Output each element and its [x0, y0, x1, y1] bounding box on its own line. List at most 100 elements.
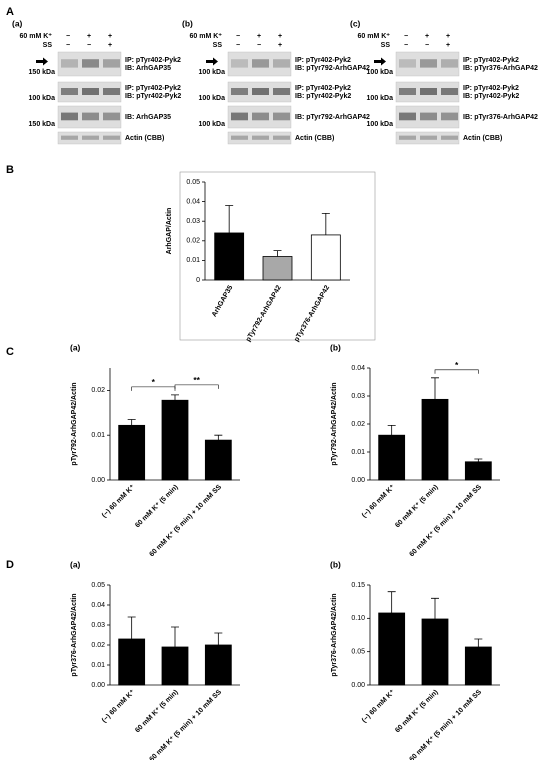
- size-marker: 100 kDa: [367, 121, 394, 128]
- lane-sign: −: [236, 42, 240, 49]
- blot-band: [82, 112, 99, 121]
- error-bar: [214, 434, 223, 441]
- error-bar: [474, 638, 483, 647]
- error-bar: [171, 626, 179, 647]
- panel-letter: D: [6, 559, 14, 571]
- error-bar: [225, 205, 234, 233]
- y-tick-label: 0.02: [91, 642, 105, 649]
- bar: [464, 646, 492, 686]
- blot-band: [441, 112, 458, 121]
- condition-name: 60 mM K⁺: [190, 33, 223, 40]
- blot-band: [82, 59, 99, 68]
- panel-letter: C: [6, 346, 14, 358]
- blot-band: [231, 59, 248, 68]
- blot: [57, 105, 122, 129]
- blot-label: (b): [182, 18, 193, 28]
- chart-label: (b): [330, 559, 341, 569]
- error-bar: [387, 425, 396, 436]
- significance-bracket: [131, 386, 176, 391]
- blot-band: [61, 88, 78, 95]
- blot-band: [399, 88, 416, 95]
- blot-annotation: IB: pTyr376-ArhGAP42: [463, 65, 538, 72]
- y-tick-label: 0.02: [186, 238, 200, 245]
- blot-label: (c): [350, 18, 361, 28]
- y-tick-label: 0.05: [351, 649, 365, 656]
- panel-letter: B: [6, 164, 14, 176]
- significance-bracket: [174, 384, 219, 389]
- blot-annotation: IP: pTyr402-Pyk2: [295, 57, 351, 64]
- lane-sign: +: [425, 33, 429, 40]
- bar: [421, 618, 449, 686]
- blot-band: [252, 112, 269, 121]
- significance-mark: *: [152, 377, 156, 387]
- blot: [57, 51, 122, 77]
- blot-band: [420, 135, 437, 140]
- blot-band: [441, 135, 458, 140]
- blot-annotation: IB: pTyr402-Pyk2: [463, 93, 519, 100]
- y-tick-label: 0.02: [91, 387, 105, 394]
- blot-annotation: IB: pTyr792-ArhGAP42: [295, 65, 370, 72]
- blot-band: [61, 59, 78, 68]
- x-tick-label: pTyr792-ArhGAP42: [245, 284, 283, 343]
- blot-band: [61, 135, 78, 140]
- blot-label: (a): [12, 18, 23, 28]
- y-tick-label: 0.02: [351, 421, 365, 428]
- error-bar: [474, 458, 483, 462]
- blot-band: [273, 59, 290, 68]
- bar: [262, 256, 293, 281]
- y-axis-label: pTyr376-ArhGAP42/Actin: [331, 593, 338, 676]
- lane-sign: +: [108, 33, 112, 40]
- blot-band: [441, 88, 458, 95]
- size-marker: 100 kDa: [199, 69, 226, 76]
- blot-band: [103, 112, 120, 121]
- lane-sign: +: [257, 33, 261, 40]
- condition-name: SS: [213, 42, 223, 49]
- blot: [395, 105, 460, 129]
- blot-annotation: IP: pTyr402-Pyk2: [125, 57, 181, 64]
- blot-annotation: IB: pTyr376-ArhGAP42: [463, 114, 538, 121]
- blot-annotation: IP: pTyr402-Pyk2: [125, 85, 181, 92]
- chart-label: (a): [70, 342, 81, 352]
- condition-name: SS: [381, 42, 391, 49]
- blot-annotation: IP: pTyr402-Pyk2: [463, 57, 519, 64]
- y-tick-label: 0.03: [91, 622, 105, 629]
- size-marker: 100 kDa: [29, 95, 56, 102]
- blot-annotation: IB: pTyr792-ArhGAP42: [295, 114, 370, 121]
- lane-sign: −: [236, 33, 240, 40]
- condition-name: 60 mM K⁺: [358, 33, 391, 40]
- size-marker: 100 kDa: [199, 95, 226, 102]
- x-tick-label: pTyr376-ArhGAP42: [293, 284, 331, 343]
- x-tick-label: 60 mM K⁺ (5 min): [134, 689, 180, 735]
- x-tick-label: 60 mM K⁺ (5 min): [134, 484, 180, 530]
- blot-band: [399, 135, 416, 140]
- blot-annotation: IB: pTyr402-Pyk2: [125, 93, 181, 100]
- x-tick-label: 60 mM K⁺ (5 min) + 10 mM SS: [409, 689, 484, 760]
- x-tick-label: (−) 60 mM K⁺: [101, 689, 137, 725]
- y-tick-label: 0: [196, 277, 200, 284]
- bar: [118, 638, 146, 686]
- bar: [204, 644, 232, 686]
- error-bar: [321, 212, 330, 235]
- bar: [118, 424, 146, 481]
- panel-letter: A: [6, 6, 14, 18]
- blot-band: [103, 135, 120, 140]
- blot-band: [399, 112, 416, 121]
- blot-annotation: IP: pTyr402-Pyk2: [295, 85, 351, 92]
- size-marker: 150 kDa: [29, 121, 56, 128]
- y-tick-label: 0.03: [186, 218, 200, 225]
- y-tick-label: 0.04: [91, 602, 105, 609]
- blot-band: [231, 88, 248, 95]
- blot-band: [252, 59, 269, 68]
- error-bar: [171, 394, 179, 401]
- condition-name: 60 mM K⁺: [20, 33, 53, 40]
- x-tick-label: ArhGAP35: [211, 284, 235, 318]
- lane-sign: +: [446, 42, 450, 49]
- y-tick-label: 0.00: [351, 682, 365, 689]
- error-bar: [214, 632, 223, 645]
- y-tick-label: 0.01: [91, 432, 105, 439]
- y-tick-label: 0.01: [186, 257, 200, 264]
- bar: [214, 232, 245, 281]
- arrow: [206, 57, 218, 66]
- lane-sign: −: [66, 42, 70, 49]
